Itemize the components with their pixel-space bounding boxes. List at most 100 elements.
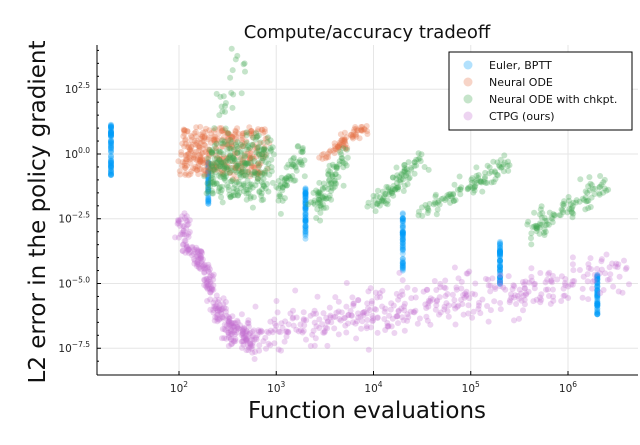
data-point [450,197,457,204]
data-point [316,190,323,196]
data-point [108,139,114,146]
data-point [241,151,248,158]
data-point [594,294,601,301]
data-point [217,306,224,313]
data-point [222,103,228,110]
data-point [108,129,114,136]
data-point [219,326,226,332]
data-point [548,277,555,284]
data-point [603,187,610,194]
data-point [315,192,322,198]
data-point [108,168,114,175]
data-point [348,312,355,319]
data-point [241,325,248,332]
data-point [275,328,282,335]
data-point [323,314,330,321]
data-point [108,131,114,138]
data-point [189,252,196,259]
data-point [224,146,231,153]
data-point [231,156,238,163]
data-point [213,305,219,312]
data-point [415,212,422,219]
data-point [248,155,255,162]
data-point [208,168,215,175]
data-point [399,229,406,236]
data-point [248,130,255,137]
data-point [198,248,204,255]
data-point [497,274,503,281]
data-point [186,146,193,153]
data-point [247,173,254,180]
data-point [393,313,400,320]
data-point [199,155,205,162]
data-point [278,174,285,181]
data-point [228,135,235,141]
data-point [224,130,231,137]
data-point [497,244,503,251]
data-point [252,182,259,189]
data-point [220,93,227,100]
data-point [212,314,219,321]
data-point [497,276,503,283]
data-point [546,293,552,299]
data-point [246,145,253,152]
data-point [108,166,114,173]
data-point [255,150,262,157]
data-point [267,342,274,349]
data-point [459,301,466,308]
data-point [108,163,114,170]
data-point [594,309,601,316]
data-point [497,252,503,259]
legend-item: Euler, BPTT [463,59,552,72]
data-point [316,196,322,203]
data-point [342,160,349,167]
data-point [220,159,226,166]
data-point [302,205,309,212]
data-point [215,148,222,155]
data-point [488,168,495,175]
data-point [182,152,189,159]
data-point [560,209,567,216]
data-point [396,177,403,184]
data-point [465,184,472,191]
data-point [215,299,221,306]
data-point [298,327,304,334]
data-point [281,195,288,202]
data-point [559,207,566,214]
data-point [185,230,192,237]
data-point [108,160,114,167]
data-point [239,330,246,336]
data-point [222,100,229,106]
data-point [243,337,249,344]
data-point [205,169,212,176]
data-point [528,265,535,272]
series-euler-bptt [108,121,601,318]
data-point [298,148,305,155]
data-point [213,148,219,155]
data-point [208,284,215,291]
data-point [195,143,202,150]
data-point [254,170,260,177]
data-point [205,146,212,153]
data-point [395,307,402,314]
data-point [232,338,239,344]
data-point [248,345,255,352]
data-point [399,230,406,237]
data-point [267,148,274,155]
data-point [317,202,324,209]
data-point [227,194,234,201]
data-point [551,212,558,219]
data-point [494,159,501,166]
data-point [594,290,601,297]
data-point [399,232,406,239]
data-point [214,311,221,318]
data-point [108,145,114,152]
data-point [255,327,262,334]
data-point [108,144,114,151]
data-point [364,300,371,307]
data-point [207,296,214,303]
data-point [108,153,114,160]
data-point [451,297,458,304]
data-point [219,314,226,321]
data-point [424,204,431,211]
